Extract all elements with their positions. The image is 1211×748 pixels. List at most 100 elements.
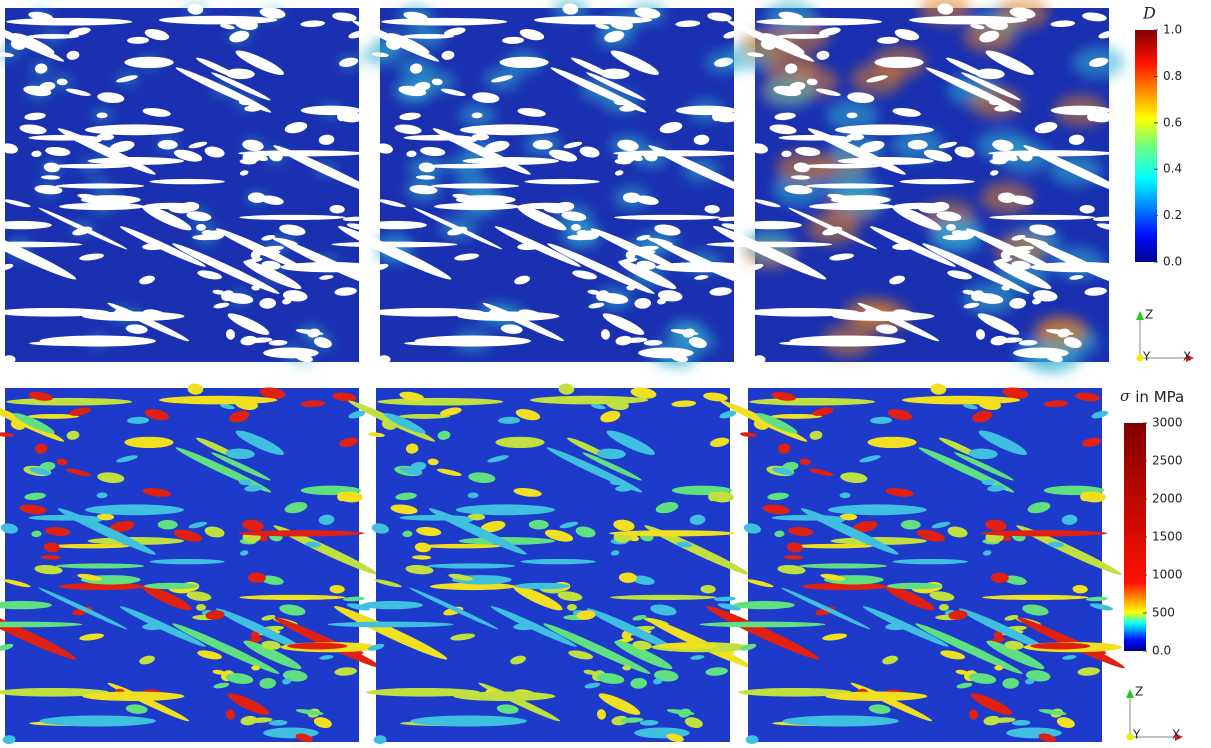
inclusion — [56, 183, 144, 188]
inclusion — [460, 124, 559, 135]
colorbar-ticks: 1.00.80.60.40.20.0 — [1154, 23, 1182, 269]
inclusion — [381, 18, 507, 26]
inclusion — [457, 311, 559, 320]
axis-label: Z — [1145, 308, 1153, 322]
inclusion — [28, 135, 98, 141]
colorbar-tick-label: 0.0 — [1163, 255, 1182, 269]
inclusion — [28, 515, 98, 521]
inclusion — [365, 221, 427, 229]
axis-label: X — [1183, 350, 1191, 364]
inclusion — [361, 601, 423, 609]
inclusion — [456, 504, 555, 515]
inclusion — [403, 135, 473, 141]
colorbar — [1124, 423, 1146, 651]
inclusion — [6, 398, 132, 406]
colorbar-tick-label: 2500 — [1152, 454, 1183, 468]
inclusion — [6, 18, 132, 26]
stress-panel — [328, 383, 755, 744]
inclusion — [427, 563, 515, 568]
inclusion — [159, 396, 277, 405]
inclusion — [909, 16, 1027, 25]
colorbar-tick-label: 0.4 — [1163, 162, 1182, 176]
inclusion — [783, 716, 899, 727]
inclusion — [159, 16, 277, 25]
axis-label: Y — [1142, 350, 1151, 364]
inclusion — [790, 336, 906, 347]
inclusion — [377, 398, 503, 406]
figure: D 1.00.80.60.40.20.0 σin MPa 30002500200… — [0, 0, 1211, 744]
inclusion — [828, 504, 927, 515]
inclusion — [399, 515, 469, 521]
inclusion — [82, 691, 184, 700]
damage-panel — [707, 0, 1134, 374]
inclusion — [700, 622, 826, 628]
inclusion — [415, 336, 531, 347]
inclusion — [124, 437, 173, 448]
inclusion — [499, 57, 548, 68]
colorbar — [1135, 30, 1157, 262]
colorbar-ticks: 300025002000150010005000.0 — [1143, 416, 1183, 658]
colorbar-tick-label: 500 — [1152, 606, 1175, 620]
inclusion — [988, 150, 1114, 156]
inclusion — [530, 396, 648, 405]
inclusion — [82, 311, 184, 320]
colorbar-symbol: σ — [1120, 387, 1131, 405]
inclusion — [835, 124, 934, 135]
colorbar-tick-label: 0.0 — [1152, 644, 1171, 658]
stress-panel — [0, 383, 384, 744]
inclusion — [749, 398, 875, 406]
colorbar-title: D — [1142, 4, 1156, 23]
inclusion — [239, 595, 345, 600]
inclusion — [238, 150, 364, 156]
inclusion — [431, 183, 519, 188]
inclusion — [707, 242, 833, 248]
inclusion — [613, 150, 739, 156]
inclusion — [149, 559, 224, 564]
axes-triad: Z Y X — [1126, 685, 1183, 742]
inclusion — [806, 183, 894, 188]
inclusion — [894, 203, 949, 210]
inclusion — [144, 203, 199, 210]
inclusion — [1037, 263, 1097, 270]
colorbar-tick-label: 0.2 — [1163, 208, 1182, 222]
inclusion — [867, 437, 916, 448]
inclusion — [902, 396, 1020, 405]
inclusion — [778, 135, 848, 141]
inclusion — [740, 221, 802, 229]
inclusion — [887, 583, 942, 590]
colorbar-tick-label: 3000 — [1152, 416, 1183, 430]
inclusion — [520, 559, 595, 564]
inclusion — [981, 530, 1107, 536]
inclusion — [495, 437, 544, 448]
inclusion — [85, 124, 184, 135]
colorbar-tick-label: 1500 — [1152, 530, 1183, 544]
inclusion — [332, 242, 458, 248]
inclusion — [825, 691, 927, 700]
inclusion — [982, 595, 1088, 600]
inclusion — [524, 179, 599, 184]
colorbar-tick-label: 1.0 — [1163, 23, 1182, 37]
inclusion — [144, 583, 199, 590]
inclusion — [238, 530, 364, 536]
panels — [0, 0, 1134, 744]
inclusion — [149, 179, 224, 184]
axis-label: X — [1172, 728, 1180, 742]
inclusion — [609, 530, 735, 536]
axis-label: Z — [1135, 685, 1143, 699]
inclusion — [519, 203, 574, 210]
colorbar-unit: in MPa — [1135, 388, 1184, 406]
inclusion — [85, 504, 184, 515]
inclusion — [832, 311, 934, 320]
inclusion — [328, 622, 454, 628]
inclusion — [756, 18, 882, 26]
inclusion — [610, 595, 716, 600]
inclusion — [453, 691, 555, 700]
inclusion — [239, 215, 345, 220]
inclusion — [287, 643, 347, 650]
inclusion — [662, 263, 722, 270]
colorbar-tick-label: 2000 — [1152, 492, 1183, 506]
inclusion — [989, 215, 1095, 220]
inclusion — [892, 559, 967, 564]
damage-panel — [332, 0, 759, 369]
inclusion — [733, 601, 795, 609]
